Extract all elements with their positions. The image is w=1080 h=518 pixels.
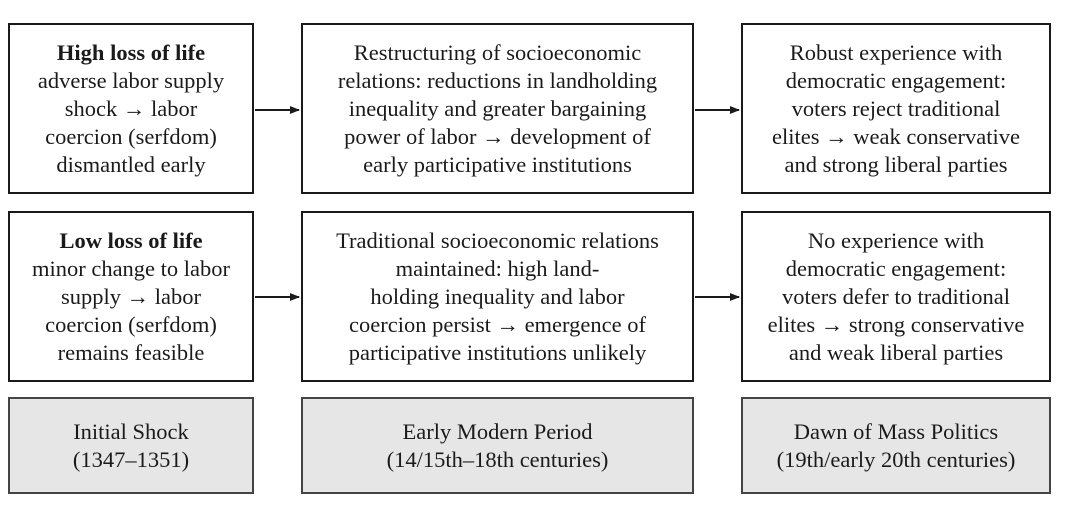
robust-line-4: elites → weak conservative (771, 123, 1021, 149)
robust-line-5: and strong liberal parties (784, 151, 1008, 177)
low-loss-line-1: minor change to labor (31, 255, 231, 281)
traditional-relations-box: Traditional socioeconomic relations main… (301, 211, 694, 382)
period-name: Early Modern Period (402, 418, 593, 444)
restructuring-line-1: Restructuring of socioeconomic (353, 39, 642, 65)
robust-line-1: Robust experience with (789, 39, 1003, 65)
restructuring-line-4: power of labor → development of (344, 123, 651, 149)
period-initial-shock: Initial Shock (1347–1351) (8, 397, 254, 494)
high-loss-line-3: coercion (serfdom) (45, 123, 217, 149)
restructuring-box: Restructuring of socioeconomic relations… (301, 23, 694, 194)
robust-line-3: voters reject traditional (791, 95, 1001, 121)
period-dates: (19th/early 20th centuries) (776, 446, 1016, 472)
no-experience-line-1: No experience with (807, 227, 985, 253)
period-early-modern: Early Modern Period (14/15th–18th centur… (301, 397, 694, 494)
traditional-line-3: holding inequality and labor (370, 283, 625, 309)
traditional-line-2: maintained: high land- (395, 255, 600, 281)
low-loss-shock-box: Low loss of life minor change to labor s… (8, 211, 254, 382)
restructuring-line-2: relations: reductions in landholding (337, 67, 658, 93)
low-loss-line-2: supply → labor (61, 283, 201, 309)
high-loss-line-4: dismantled early (56, 151, 206, 177)
no-experience-line-2: democratic engagement: (785, 255, 1007, 281)
period-name: Initial Shock (73, 418, 189, 444)
high-loss-title: High loss of life (56, 39, 206, 65)
low-loss-title: Low loss of life (59, 227, 203, 253)
low-loss-line-4: remains feasible (57, 339, 205, 365)
restructuring-line-3: inequality and greater bargaining (348, 95, 647, 121)
high-loss-shock-box: High loss of life adverse labor supply s… (8, 23, 254, 194)
period-name: Dawn of Mass Politics (793, 418, 999, 444)
robust-experience-box: Robust experience with democratic engage… (741, 23, 1051, 194)
period-dates: (1347–1351) (72, 446, 190, 472)
high-loss-line-2: shock → labor (64, 95, 198, 121)
traditional-line-4: coercion persist → emergence of (349, 311, 646, 337)
traditional-line-1: Traditional socioeconomic relations (336, 227, 659, 253)
low-loss-line-3: coercion (serfdom) (45, 311, 217, 337)
period-mass-politics: Dawn of Mass Politics (19th/early 20th c… (741, 397, 1051, 494)
no-experience-line-3: voters defer to traditional (781, 283, 1011, 309)
no-experience-line-5: and weak liberal parties (788, 339, 1004, 365)
no-experience-box: No experience with democratic engagement… (741, 211, 1051, 382)
traditional-line-5: participative institutions unlikely (348, 339, 647, 365)
high-loss-line-1: adverse labor supply (37, 67, 225, 93)
period-dates: (14/15th–18th centuries) (386, 446, 609, 472)
no-experience-line-4: elites → strong conservative (767, 311, 1025, 337)
restructuring-line-5: early participative institutions (363, 151, 632, 177)
robust-line-2: democratic engagement: (785, 67, 1007, 93)
